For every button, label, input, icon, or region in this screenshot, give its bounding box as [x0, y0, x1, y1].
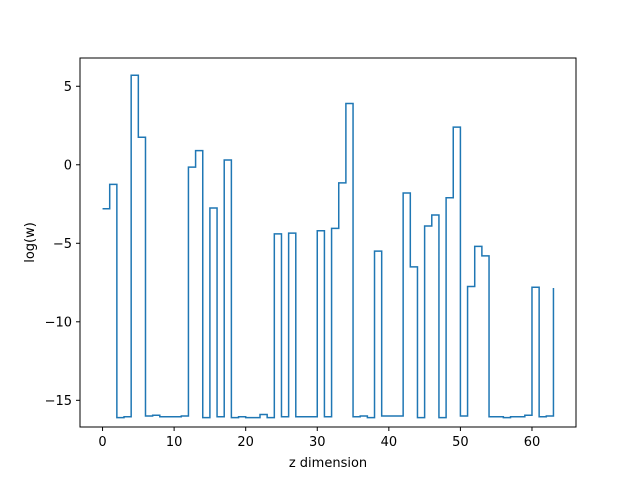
- y-axis-label: log(w): [23, 222, 38, 263]
- x-tick-label: 60: [524, 435, 541, 450]
- y-axis: 5 0 −5 −10 −15: [45, 80, 80, 409]
- x-tick-label: 50: [452, 435, 469, 450]
- x-axis: 0 10 20 30 40 50 60: [98, 427, 540, 450]
- y-tick-label: −15: [45, 394, 72, 409]
- x-tick-label: 40: [381, 435, 398, 450]
- x-tick-label: 10: [166, 435, 183, 450]
- plot-area: [102, 74, 555, 419]
- x-tick-label: 0: [98, 435, 106, 450]
- x-tick-label: 30: [309, 435, 326, 450]
- y-tick-label: 5: [64, 80, 72, 95]
- axes-frame: [79, 57, 577, 428]
- y-tick-label: −10: [45, 315, 72, 330]
- x-axis-label: z dimension: [289, 456, 367, 471]
- y-tick-label: 0: [64, 158, 72, 173]
- x-tick-label: 20: [237, 435, 254, 450]
- series-line: [102, 74, 555, 419]
- y-tick-label: −5: [53, 237, 72, 252]
